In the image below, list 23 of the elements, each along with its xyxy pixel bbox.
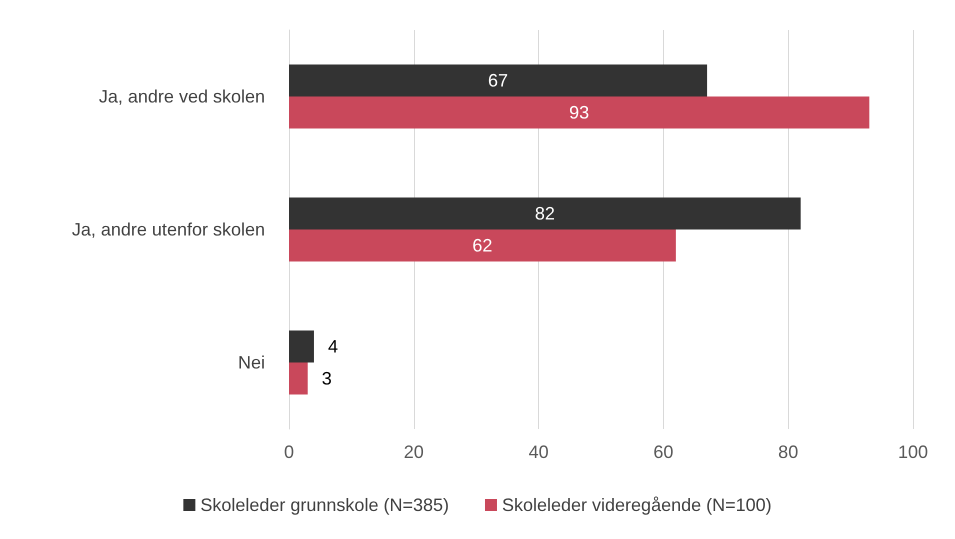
x-tick-label: 60 (653, 442, 674, 462)
x-tick-label: 100 (898, 442, 928, 462)
y-tick-label: Ja, andre utenfor skolen (72, 220, 265, 240)
bar (289, 96, 870, 128)
y-tick-label: Ja, andre ved skolen (98, 86, 265, 106)
bar (289, 362, 308, 394)
legend-label: Skoleleder videregående (N=100) (502, 495, 772, 515)
data-label: 82 (534, 204, 555, 224)
data-label: 62 (472, 236, 492, 256)
data-label: 67 (488, 70, 508, 90)
bar (289, 230, 676, 262)
bar (289, 330, 314, 362)
bar (289, 198, 801, 230)
x-tick-label: 80 (778, 442, 798, 462)
x-tick-label: 40 (528, 442, 549, 462)
x-tick-label: 20 (404, 442, 424, 462)
data-label: 4 (328, 336, 338, 356)
data-label: 3 (322, 368, 332, 388)
x-tick-label: 0 (284, 442, 294, 462)
legend-label: Skoleleder grunnskole (N=385) (200, 495, 449, 515)
data-label: 93 (569, 102, 590, 122)
y-tick-label: Nei (238, 352, 265, 372)
bar (289, 64, 708, 96)
